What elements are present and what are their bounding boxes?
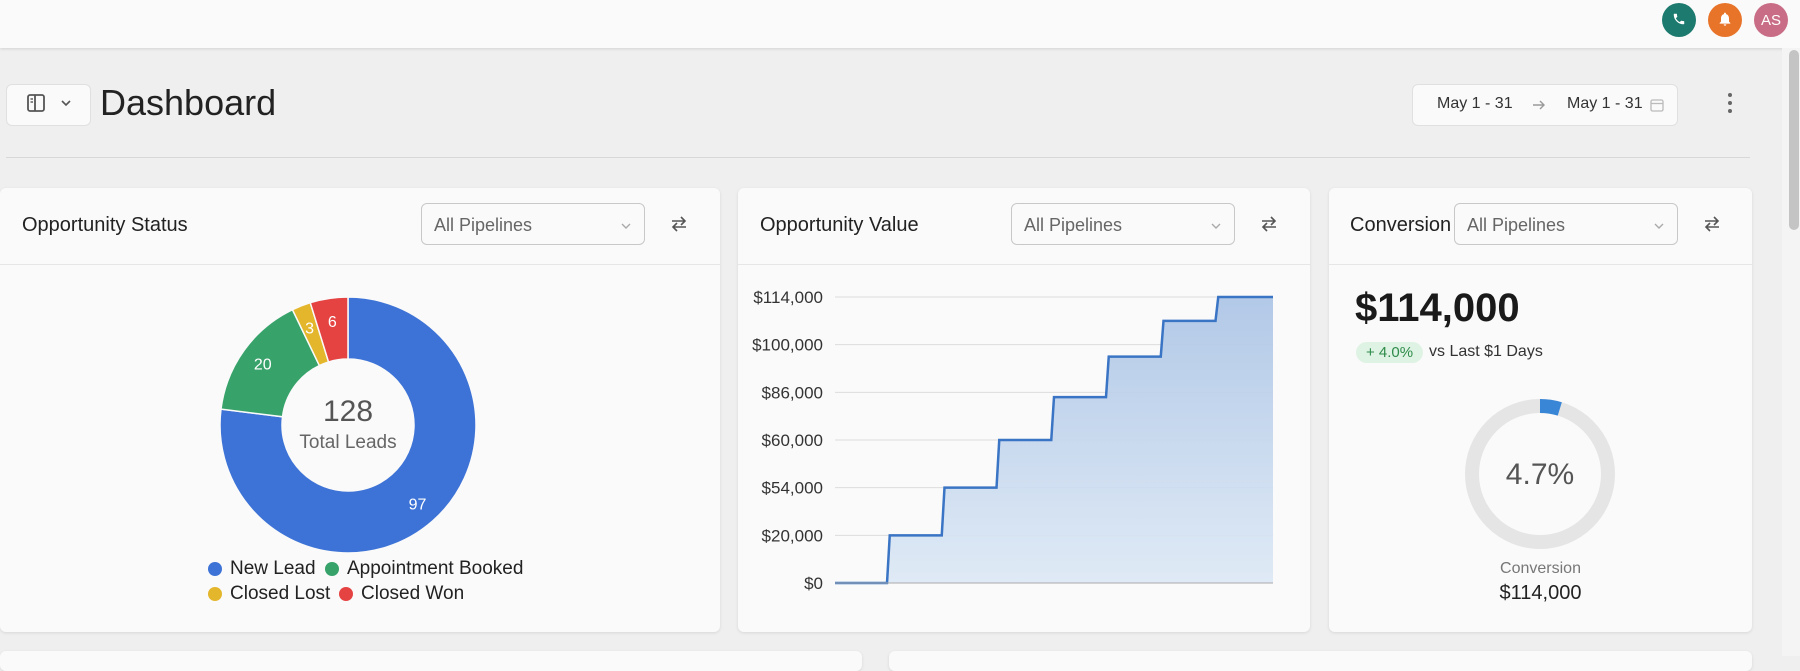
donut-data-label: 6 xyxy=(328,314,337,331)
opportunity-value-card: Opportunity Value All Pipelines $0 $20,00… xyxy=(738,188,1310,632)
notifications-button[interactable] xyxy=(1708,3,1742,37)
chevron-down-icon xyxy=(1210,219,1222,237)
y-tick-label: $60,000 xyxy=(762,431,823,450)
more-options-button[interactable] xyxy=(1720,88,1740,118)
conversion-gauge: 4.7% xyxy=(1465,399,1615,549)
arrow-right-icon xyxy=(1531,97,1547,118)
gauge-label: Conversion xyxy=(1500,560,1581,577)
change-badge: + 4.0% xyxy=(1356,342,1424,363)
y-tick-label: $0 xyxy=(804,574,823,593)
conversion-card: Conversion All Pipelines $114,000 + 4.0%… xyxy=(1329,188,1752,632)
gauge-amount: $114,000 xyxy=(1499,582,1582,604)
legend-label: Closed Lost xyxy=(230,583,331,604)
series-line xyxy=(835,295,1273,585)
swap-icon[interactable] xyxy=(669,214,691,236)
legend-dot xyxy=(325,562,339,576)
change-caption: vs Last $1 Days xyxy=(1429,343,1543,360)
date-range-picker[interactable]: May 1 - 31 May 1 - 31 xyxy=(1412,84,1678,126)
card-header: Opportunity Value All Pipelines xyxy=(738,188,1310,265)
layout-toggle-button[interactable] xyxy=(6,84,91,126)
card-title: Opportunity Value xyxy=(760,214,919,236)
donut-data-label: 20 xyxy=(254,357,272,374)
legend-dot xyxy=(208,562,222,576)
legend-item[interactable]: Closed Lost xyxy=(208,583,330,605)
chevron-down-icon xyxy=(60,96,72,114)
y-tick-label: $86,000 xyxy=(762,383,823,402)
pipeline-select[interactable]: All Pipelines xyxy=(1011,203,1235,245)
phone-icon xyxy=(1672,12,1686,29)
more-vertical-icon xyxy=(1728,93,1732,97)
legend-dot xyxy=(339,587,353,601)
bell-icon xyxy=(1717,11,1733,30)
donut-center-label: Total Leads xyxy=(299,432,396,453)
pipeline-select[interactable]: All Pipelines xyxy=(421,203,645,245)
top-header: AS xyxy=(0,0,1800,48)
pipeline-select-value: All Pipelines xyxy=(1467,215,1566,235)
user-avatar[interactable]: AS xyxy=(1754,3,1788,37)
y-tick-label: $100,000 xyxy=(752,336,823,355)
bottom-card xyxy=(889,651,1752,671)
donut-data-label: 97 xyxy=(409,497,427,514)
legend-dot xyxy=(208,587,222,601)
swap-icon[interactable] xyxy=(1702,214,1724,236)
chevron-down-icon xyxy=(1653,219,1665,237)
page-scrollbar-thumb[interactable] xyxy=(1789,50,1799,230)
card-header: Opportunity Status All Pipelines xyxy=(0,188,720,265)
area-chart: $0 $20,000 $54,000 $60,000 $86,000 $100,000 $1… xyxy=(752,288,1273,593)
swap-icon[interactable] xyxy=(1259,214,1281,236)
donut-data-label: 3 xyxy=(305,320,314,337)
pipeline-select-value: All Pipelines xyxy=(434,215,533,235)
page-title: Dashboard xyxy=(100,82,277,123)
phone-button[interactable] xyxy=(1662,3,1696,37)
card-header: Conversion All Pipelines xyxy=(1329,188,1752,265)
gauge-progress-arc xyxy=(1539,399,1562,416)
pipeline-select[interactable]: All Pipelines xyxy=(1454,203,1678,245)
y-tick-label: $20,000 xyxy=(762,526,823,545)
y-tick-label: $114,000 xyxy=(753,288,823,307)
bottom-card xyxy=(0,651,862,671)
area-fill xyxy=(835,297,1273,583)
legend-label: Closed Won xyxy=(361,583,465,604)
legend-label: New Lead xyxy=(230,558,316,579)
date-to: May 1 - 31 xyxy=(1567,95,1643,112)
legend-item[interactable]: Appointment Booked xyxy=(325,558,523,580)
legend-item[interactable]: New Lead xyxy=(208,558,316,580)
card-title: Conversion xyxy=(1350,214,1452,236)
calendar-icon xyxy=(1649,97,1665,118)
legend-item[interactable]: Closed Won xyxy=(339,583,464,605)
conversion-amount: $114,000 xyxy=(1355,286,1520,330)
donut-chart: 97 20 3 6 128 Total Leads xyxy=(219,296,477,554)
pipeline-select-value: All Pipelines xyxy=(1024,215,1123,235)
opportunity-status-card: Opportunity Status All Pipelines 97 20 3 6 … xyxy=(0,188,720,632)
y-tick-label: $54,000 xyxy=(762,479,823,498)
toolbar-divider xyxy=(6,157,1750,158)
chevron-down-icon xyxy=(620,219,632,237)
gauge-value: 4.7% xyxy=(1506,458,1574,491)
donut-center-value: 128 xyxy=(323,395,373,428)
legend-label: Appointment Booked xyxy=(347,558,524,579)
sidebar-layout-icon xyxy=(26,93,46,118)
card-title: Opportunity Status xyxy=(22,214,188,236)
date-from: May 1 - 31 xyxy=(1437,95,1513,112)
